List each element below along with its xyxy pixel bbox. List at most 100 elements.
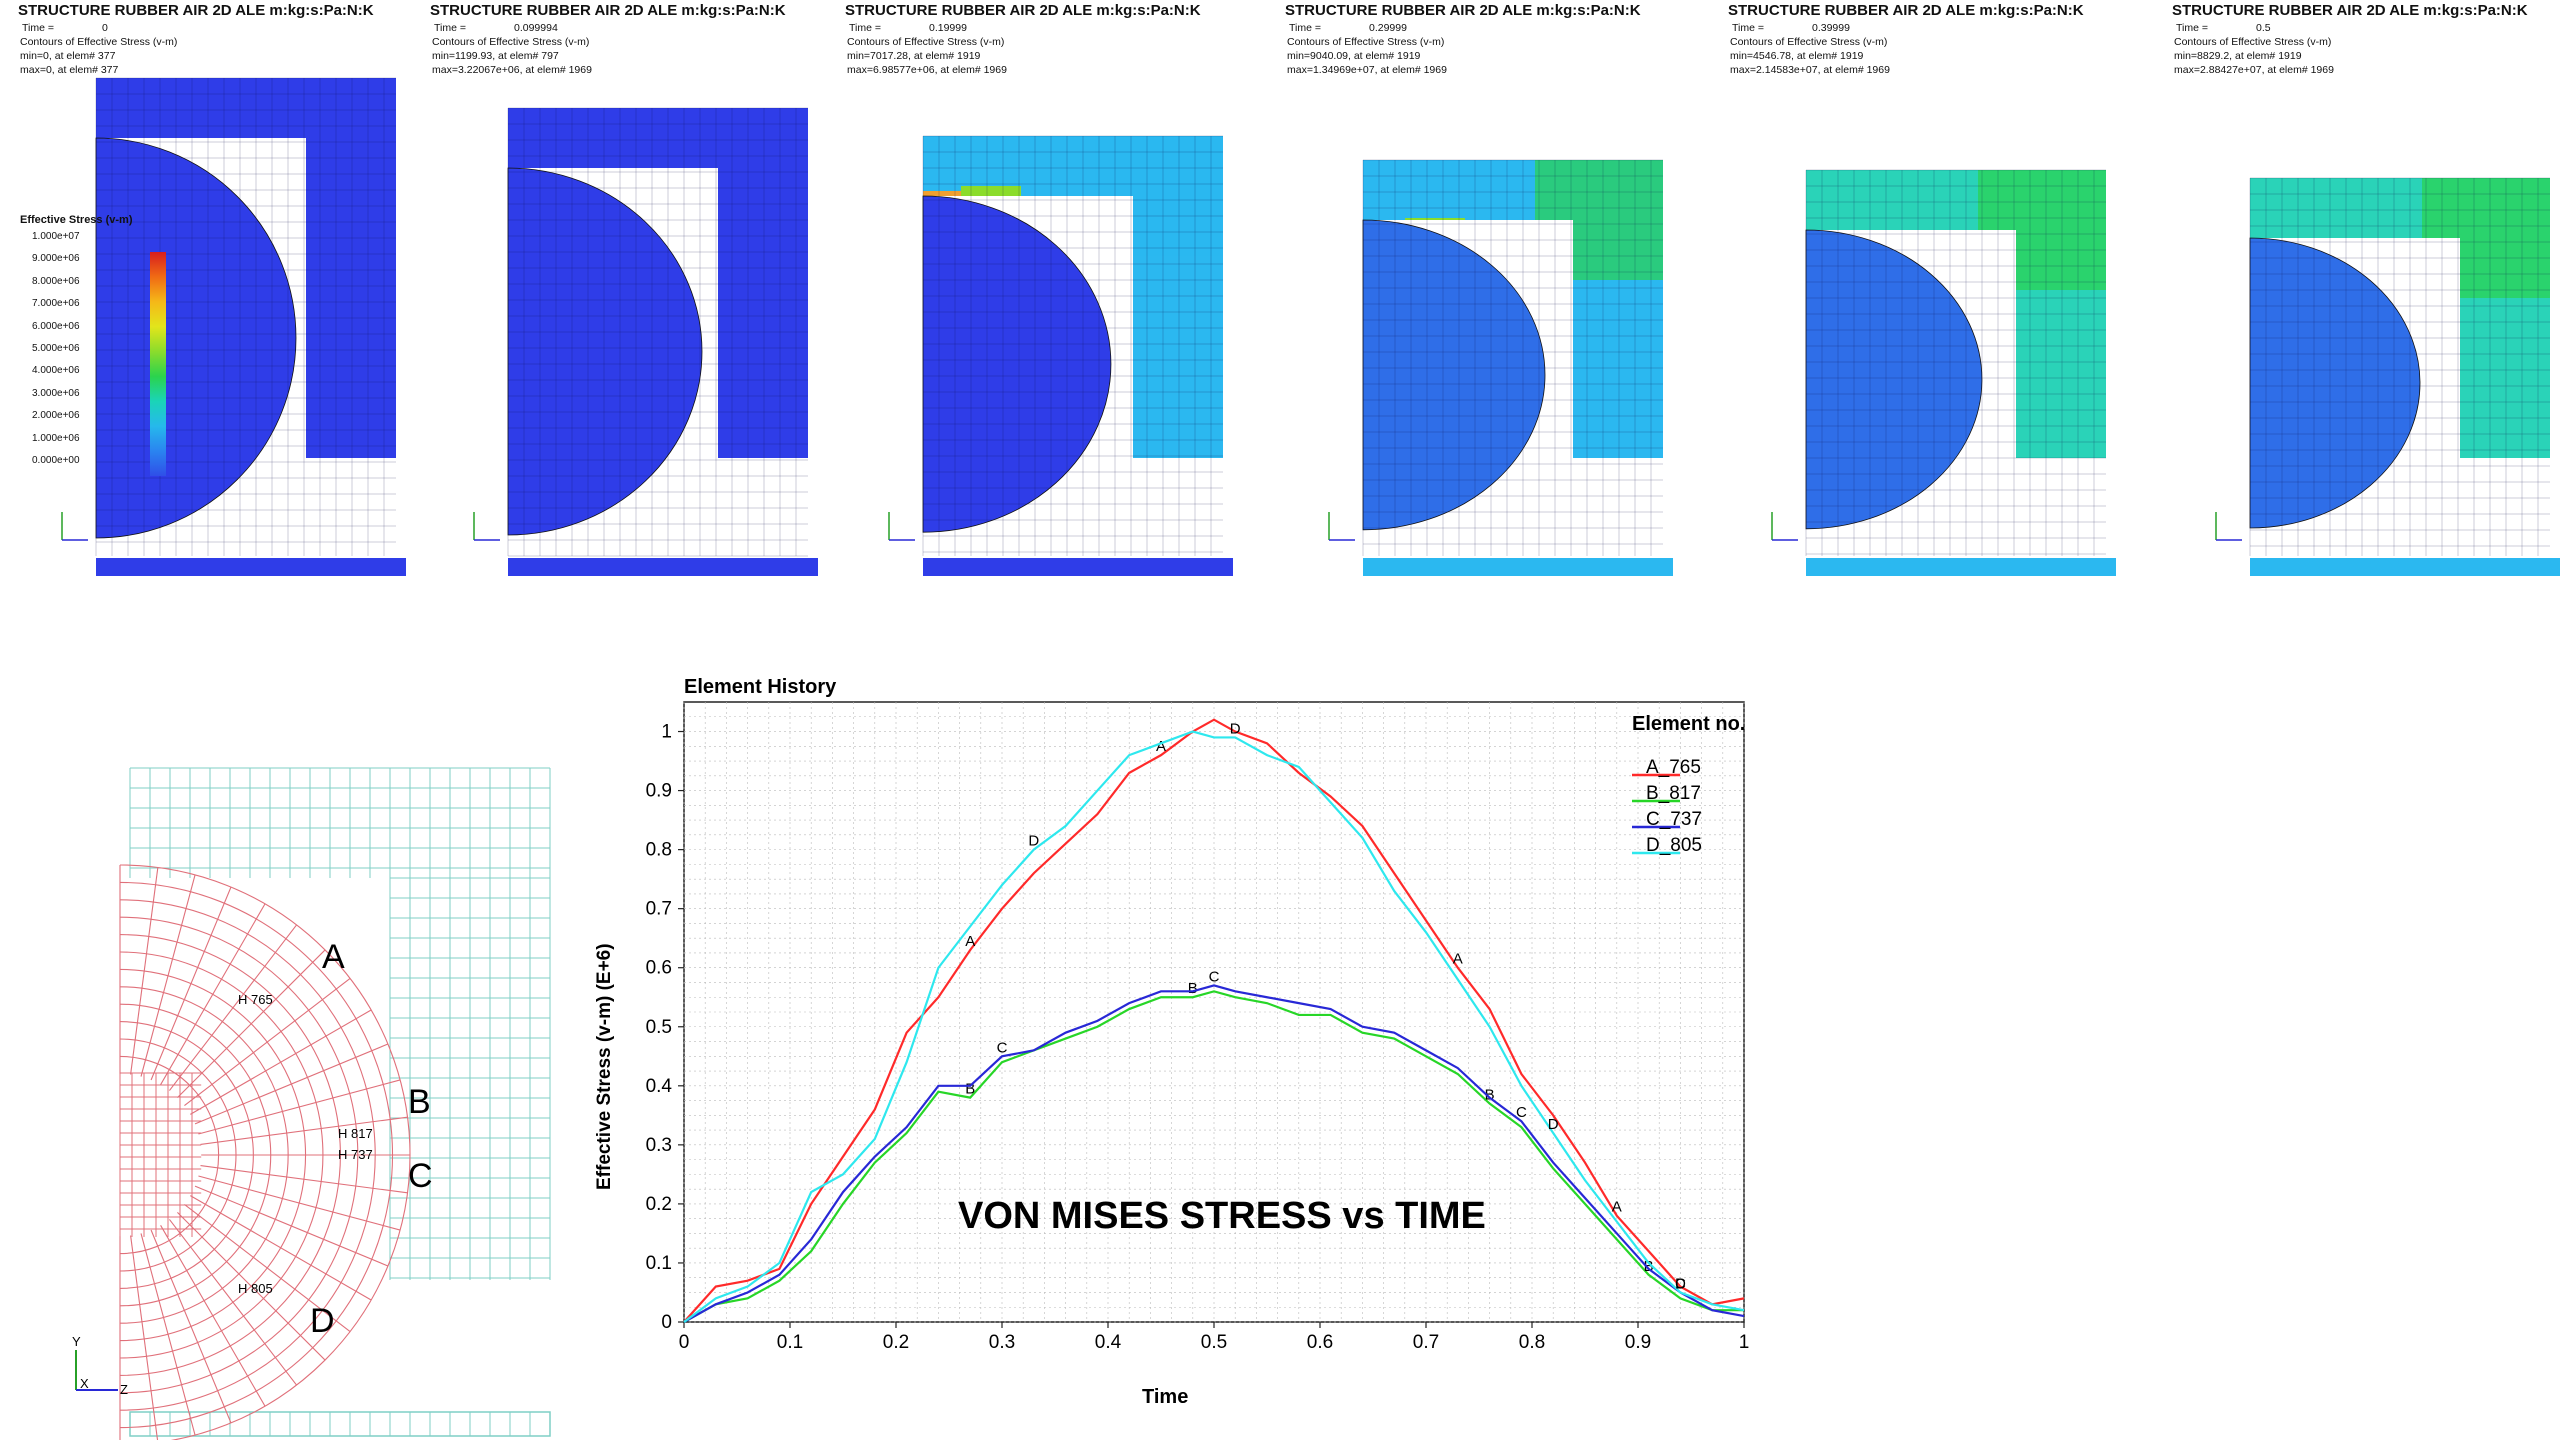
max-value: max=1.34969e+07, at elem# 1969: [1287, 64, 1447, 76]
legend-label: A_765: [1646, 757, 1701, 778]
y-tick-label: 0.7: [646, 899, 672, 920]
mesh-label-a: A: [322, 938, 345, 976]
fringe-level: 7.000e+06: [32, 298, 80, 310]
fem-panel-1: STRUCTURE RUBBER AIR 2D ALE m:kg:s:Pa:N:…: [18, 0, 438, 590]
y-tick-label: 0.4: [646, 1076, 673, 1097]
panel-title: STRUCTURE RUBBER AIR 2D ALE m:kg:s:Pa:N:…: [1285, 2, 1641, 19]
series-line-b: [683, 990, 1744, 1323]
x-tick-label: 0.7: [1413, 1332, 1439, 1353]
max-value: max=3.22067e+06, at elem# 1969: [432, 64, 592, 76]
legend-label: B_817: [1646, 783, 1701, 804]
max-value: max=2.14583e+07, at elem# 1969: [1730, 64, 1890, 76]
legend-label: D_805: [1646, 835, 1702, 856]
contour-label: Contours of Effective Stress (v-m): [847, 36, 1005, 48]
min-value: min=0, at elem# 377: [20, 50, 116, 62]
axis-z-label: Z: [120, 1382, 128, 1397]
fringe-level: 9.000e+06: [32, 253, 80, 265]
series-line-d: [683, 730, 1745, 1323]
panel-title: STRUCTURE RUBBER AIR 2D ALE m:kg:s:Pa:N:…: [18, 2, 374, 19]
series-marker-b: B: [1644, 1258, 1654, 1275]
min-value: min=1199.93, at elem# 797: [432, 50, 559, 62]
chart-ticks: 0 0.1 0.2 0.3 0.4 0.5 0.6 0.7 0.8 0.9 1 0 0.1 0.2 0.3 0…: [646, 722, 1750, 1353]
fem-panel-2: STRUCTURE RUBBER AIR 2D ALE m:kg:s:Pa:N:…: [430, 0, 850, 590]
panel-title: STRUCTURE RUBBER AIR 2D ALE m:kg:s:Pa:N:…: [845, 2, 1201, 19]
fem-mesh: [61, 77, 406, 576]
x-tick-label: 0.3: [989, 1332, 1015, 1353]
legend-label: C_737: [1646, 809, 1702, 830]
series-marker-a: A: [1612, 1199, 1622, 1216]
mesh-diagram: A B C D H 765 H 817 H 737 H 805 Y X Z: [72, 767, 551, 1440]
x-tick-label: 0.8: [1519, 1332, 1545, 1353]
history-node-765: H 765: [238, 992, 273, 1007]
series-marker-b: B: [1485, 1087, 1495, 1104]
fem-mesh: [473, 107, 818, 576]
element-history-chart: Element History 0 0.1 0.2 0.3 0.4 0.5 0.6 0.7 0.…: [594, 676, 1750, 1408]
fringe-level: 4.000e+06: [32, 365, 80, 377]
legend-title: Element no.: [1632, 713, 1745, 735]
time-label: Time =: [434, 22, 466, 34]
series-marker-c: C: [1516, 1104, 1527, 1121]
y-axis-label: Effective Stress (v-m) (E+6): [594, 943, 615, 1190]
y-tick-label: 0: [661, 1312, 672, 1333]
y-tick-label: 0.8: [646, 840, 672, 861]
max-value: max=6.98577e+06, at elem# 1969: [847, 64, 1007, 76]
max-value: max=2.88427e+07, at elem# 1969: [2174, 64, 2334, 76]
fem-mesh: [1771, 169, 2116, 576]
fringe-legend: Effective Stress (v-m) 1.000e+07 9.000e+06…: [20, 214, 170, 476]
mesh-label-d: D: [310, 1302, 335, 1340]
series-marker-c: C: [1209, 968, 1220, 985]
contour-label: Contours of Effective Stress (v-m): [1287, 36, 1445, 48]
y-tick-label: 0.6: [646, 958, 672, 979]
chart-title: Element History: [684, 676, 837, 698]
series-line-c: [683, 984, 1745, 1323]
overlay-title: VON MISES STRESS vs TIME: [958, 1195, 1486, 1237]
air-mesh: [129, 767, 551, 1437]
series-marker-c: C: [1675, 1275, 1686, 1292]
time-label: Time =: [2176, 22, 2208, 34]
x-tick-label: 0.5: [1201, 1332, 1227, 1353]
series-marker-a: A: [965, 933, 975, 950]
x-axis-label: Time: [1142, 1386, 1188, 1408]
contour-label: Contours of Effective Stress (v-m): [2174, 36, 2332, 48]
x-tick-label: 0.6: [1307, 1332, 1333, 1353]
min-value: min=4546.78, at elem# 1919: [1730, 50, 1864, 62]
time-label: Time =: [22, 22, 54, 34]
fem-mesh: [1328, 159, 1673, 576]
series-marker-a: A: [1453, 951, 1463, 968]
fringe-colorbar: [150, 252, 166, 476]
time-value: 0.5: [2256, 22, 2271, 34]
series-marker-d: D: [1230, 720, 1241, 737]
min-value: min=8829.2, at elem# 1919: [2174, 50, 2302, 62]
time-value: 0.39999: [1812, 22, 1850, 34]
x-tick-label: 0.2: [883, 1332, 909, 1353]
history-node-737: H 737: [338, 1147, 373, 1162]
contour-label: Contours of Effective Stress (v-m): [1730, 36, 1888, 48]
time-value: 0.099994: [514, 22, 558, 34]
x-tick-label: 0: [679, 1332, 690, 1353]
chart-legend: A_765 B_817 C_737 D_805: [1632, 757, 1702, 856]
series-marker-d: D: [1028, 833, 1039, 850]
fringe-level: 1.000e+07: [32, 231, 80, 242]
time-label: Time =: [1732, 22, 1764, 34]
fringe-legend-title: Effective Stress (v-m): [20, 214, 133, 226]
mesh-label-c: C: [408, 1157, 433, 1195]
fringe-level: 1.000e+06: [32, 432, 80, 444]
time-value: 0.19999: [929, 22, 967, 34]
history-node-805: H 805: [238, 1281, 273, 1296]
series-marker-b: B: [965, 1081, 975, 1098]
time-label: Time =: [849, 22, 881, 34]
y-tick-label: 0.1: [646, 1253, 672, 1274]
fringe-level: 2.000e+06: [32, 410, 80, 422]
y-tick-label: 0.3: [646, 1135, 672, 1156]
panel-title: STRUCTURE RUBBER AIR 2D ALE m:kg:s:Pa:N:…: [430, 2, 786, 19]
mesh-label-b: B: [408, 1083, 431, 1121]
y-tick-label: 1: [661, 722, 672, 743]
series-marker-d: D: [1548, 1116, 1559, 1133]
fringe-level: 6.000e+06: [32, 320, 80, 332]
time-label: Time =: [1289, 22, 1321, 34]
contour-label: Contours of Effective Stress (v-m): [432, 36, 590, 48]
x-tick-label: 0.9: [1625, 1332, 1651, 1353]
min-value: min=7017.28, at elem# 1919: [847, 50, 981, 62]
contour-label: Contours of Effective Stress (v-m): [20, 36, 178, 48]
